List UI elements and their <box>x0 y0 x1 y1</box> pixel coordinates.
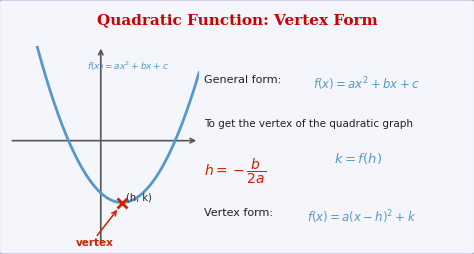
Text: $f(x) = ax^2 + bx + c$: $f(x) = ax^2 + bx + c$ <box>312 75 419 93</box>
Text: Vertex form:: Vertex form: <box>204 208 273 218</box>
Text: $f(x) = a(x - h)^2 + k$: $f(x) = a(x - h)^2 + k$ <box>307 208 416 226</box>
Text: General form:: General form: <box>204 75 282 85</box>
Text: (h, k): (h, k) <box>126 193 152 202</box>
Text: $f(x) = ax^2 + bx + c$: $f(x) = ax^2 + bx + c$ <box>87 60 169 73</box>
Text: Quadratic Function: Vertex Form: Quadratic Function: Vertex Form <box>97 13 377 27</box>
Text: $k = f(h)$: $k = f(h)$ <box>334 151 383 166</box>
Text: $h = -\dfrac{b}{2a}$: $h = -\dfrac{b}{2a}$ <box>204 157 267 186</box>
Text: vertex: vertex <box>76 238 114 248</box>
Text: To get the vertex of the quadratic graph: To get the vertex of the quadratic graph <box>204 119 413 129</box>
